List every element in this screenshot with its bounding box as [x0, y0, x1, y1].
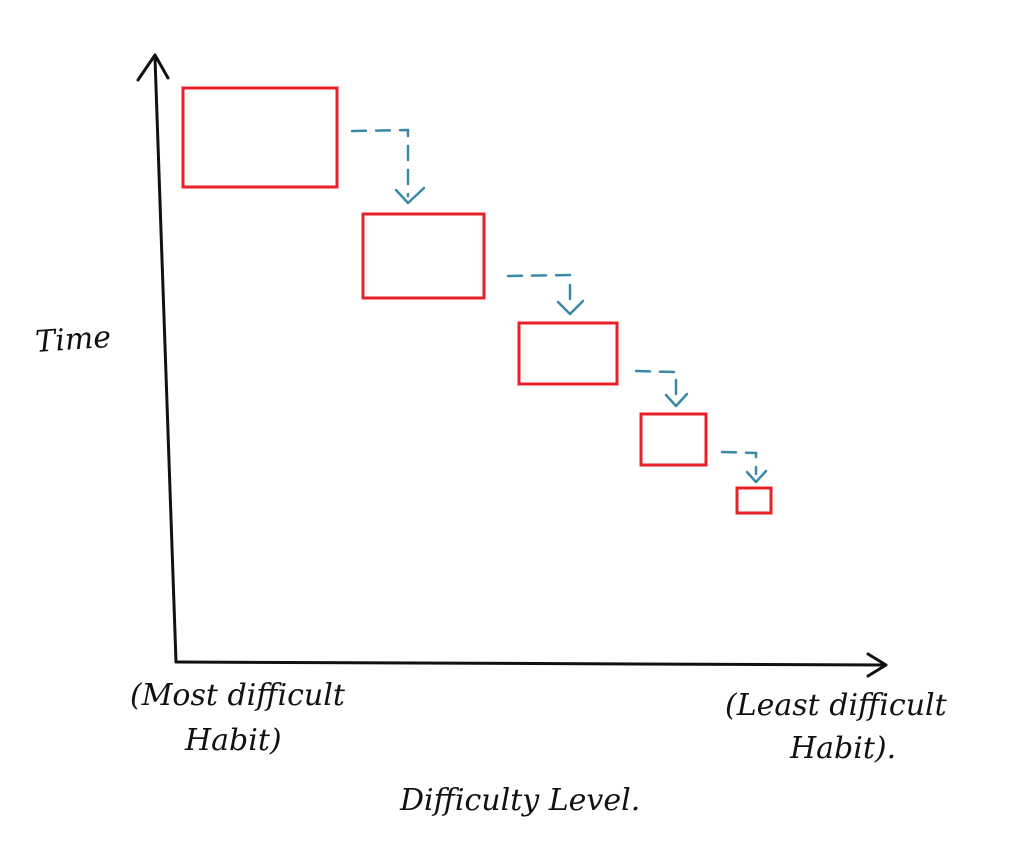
step-arrow: [720, 450, 758, 476]
step-arrow: [350, 128, 410, 198]
x-axis: [174, 660, 887, 667]
habit-box: [735, 486, 773, 515]
step-arrow: [506, 273, 572, 310]
x-end-label: Habit).: [789, 731, 896, 766]
habit-box: [181, 86, 339, 189]
x-axis-label: Difficulty Level.: [399, 783, 640, 818]
x-axis-arrowhead: [866, 652, 888, 678]
step-arrow-head: [394, 186, 426, 205]
y-axis-arrowhead: [136, 53, 170, 82]
x-end-label: (Most difficult: [130, 678, 346, 713]
step-arrow-head: [664, 392, 689, 408]
step-arrow-head: [745, 469, 768, 484]
step-arrow: [634, 369, 678, 400]
habit-box: [517, 321, 619, 386]
y-axis-label: Time: [34, 320, 112, 360]
habit-box: [361, 212, 486, 300]
step-arrow-head: [556, 299, 585, 316]
x-end-label: Habit): [184, 723, 282, 758]
habit-box: [639, 412, 708, 467]
y-axis: [153, 56, 178, 664]
x-end-label: (Least difficult: [725, 688, 948, 723]
